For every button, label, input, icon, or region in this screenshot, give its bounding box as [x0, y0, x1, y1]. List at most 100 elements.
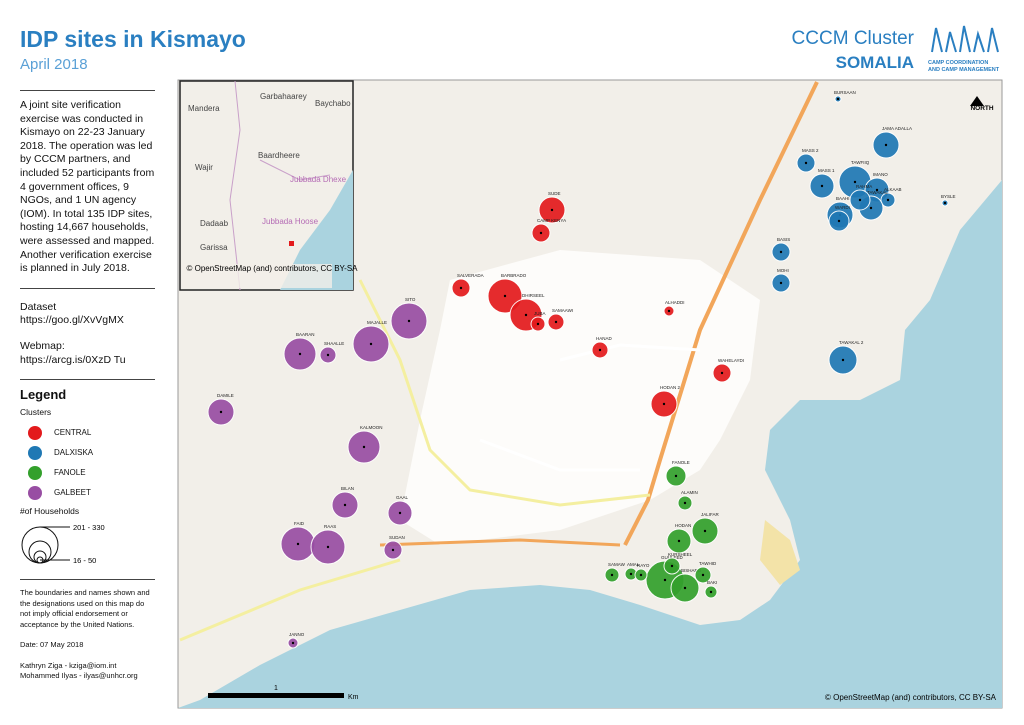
- site-point: [362, 445, 366, 449]
- legend-label: FANOLE: [54, 468, 86, 478]
- contact: Kathryn Ziga - kziga@iom.int: [20, 660, 117, 670]
- legend-label: DALXISKA: [54, 448, 94, 458]
- site-label: SAMAW: [608, 562, 626, 567]
- site-label: WARDI: [835, 205, 850, 210]
- legend-item: FANOLE: [20, 463, 155, 483]
- road: [379, 538, 621, 547]
- site-label: BILAN: [341, 486, 354, 491]
- organization: CCCM Cluster: [791, 28, 914, 49]
- site-point: [701, 573, 705, 577]
- site-label: IMANO: [873, 172, 888, 177]
- site-point: [683, 501, 687, 505]
- site-point: [662, 402, 666, 406]
- site-label: MAJALLE: [367, 320, 387, 325]
- legend-swatch: [28, 486, 42, 501]
- site-label: SUDAN: [389, 535, 405, 540]
- webmap-label: Webmap:: [20, 339, 65, 352]
- site-label: CAMP KENYA: [537, 218, 566, 223]
- legend-subtitle: Clusters: [20, 406, 52, 417]
- webmap-url[interactable]: https://arcg.is/0XzD Tu: [20, 353, 126, 366]
- site-label: TAWFIIQ: [851, 160, 870, 165]
- inset-place: Jubbada Dhexe: [290, 175, 347, 184]
- site-point: [858, 198, 862, 202]
- site-point: [407, 319, 411, 323]
- site-label: RAYO: [637, 563, 650, 568]
- site-point: [391, 548, 395, 552]
- site-point: [837, 219, 841, 223]
- site-label: BURSAAN: [834, 90, 856, 95]
- legend-item: GALBEET: [20, 483, 155, 503]
- site-label: DHIRSEEL: [522, 293, 545, 298]
- country: SOMALIA: [835, 53, 914, 72]
- site-label: SHAALLE: [324, 341, 344, 346]
- site-point: [841, 358, 845, 362]
- size-legend: 201 - 330 16 - 50: [21, 523, 105, 565]
- site-label: ALAMIN: [681, 490, 698, 495]
- site-point: [943, 201, 947, 205]
- logo-text: CAMP COORDINATION: [928, 60, 988, 66]
- north-label: NORTH: [970, 105, 993, 112]
- beach: [760, 520, 800, 585]
- site-label: BYSLE: [941, 194, 956, 199]
- attribution: © OpenStreetMap (and) contributors, CC B…: [825, 693, 997, 702]
- logo: CAMP COORDINATION AND CAMP MANAGEMENT: [928, 25, 1000, 73]
- site-label: ALHADDI: [665, 300, 685, 305]
- legend-item: CENTRAL: [20, 423, 155, 443]
- site-label: JUBA: [534, 311, 546, 316]
- inset-place: Wajir: [195, 163, 213, 172]
- site-point: [398, 511, 402, 515]
- site-label: BAAHI: [836, 196, 850, 201]
- legend-label: GALBEET: [54, 488, 91, 498]
- scale-unit: Km: [348, 694, 359, 701]
- site-point: [677, 539, 681, 543]
- site-point: [343, 503, 347, 507]
- site-point: [884, 143, 888, 147]
- site-label: KALMOON: [360, 425, 383, 430]
- logo-text: AND CAMP MANAGEMENT: [928, 67, 1000, 73]
- date: Date: 07 May 2018: [20, 640, 84, 650]
- site-label: FAID: [294, 521, 305, 526]
- legend-title: Legend: [20, 387, 67, 403]
- site-label: BISHARO: [681, 568, 702, 573]
- sidebar: A joint site verification exercise was c…: [20, 82, 155, 682]
- site-point: [539, 231, 543, 235]
- site-label: SUDE: [548, 191, 561, 196]
- site-point: [886, 198, 890, 202]
- site-label: WAHELAYDI: [718, 358, 744, 363]
- site-point: [629, 572, 633, 576]
- site-point: [674, 474, 678, 478]
- site-point: [639, 573, 643, 577]
- dataset-url[interactable]: https://goo.gl/XvVgMX: [20, 314, 124, 327]
- site-label: GAAL: [396, 495, 409, 500]
- inset-place: Jubbada Hoose: [262, 217, 319, 226]
- site-label: SAMAAWI: [552, 308, 573, 313]
- site-point: [503, 294, 507, 298]
- site-label: MASS 1: [818, 168, 835, 173]
- sea: [178, 180, 1002, 708]
- site-label: MOHI: [777, 268, 789, 273]
- inset-attribution: © OpenStreetMap (and) contributors, CC B…: [186, 264, 358, 273]
- site-label: SALVERADA: [457, 273, 484, 278]
- size-label: 201 - 330: [73, 523, 105, 532]
- site-label: HODAN 2: [660, 385, 681, 390]
- site-point: [326, 353, 330, 357]
- site-label: JANNO: [289, 632, 305, 637]
- legend-swatch: [28, 426, 42, 441]
- site-point: [720, 371, 724, 375]
- subtitle: April 2018: [20, 56, 88, 73]
- site-label: FANOLE: [672, 460, 690, 465]
- site-point: [869, 206, 873, 210]
- contact: Mohammed Ilyas - ilyas@unhcr.org: [20, 671, 138, 681]
- site-label: BAARAN: [296, 332, 315, 337]
- site-point: [683, 586, 687, 590]
- site-label: SITO: [405, 297, 416, 302]
- site-point: [836, 97, 840, 101]
- site-point: [610, 573, 614, 577]
- size-title: #of Households: [20, 506, 80, 517]
- site-point: [875, 188, 879, 192]
- site-label: TAWHID: [699, 561, 717, 566]
- site-point: [219, 410, 223, 414]
- site-label: BASIS: [777, 237, 790, 242]
- site-label: JALIFAR: [701, 512, 720, 517]
